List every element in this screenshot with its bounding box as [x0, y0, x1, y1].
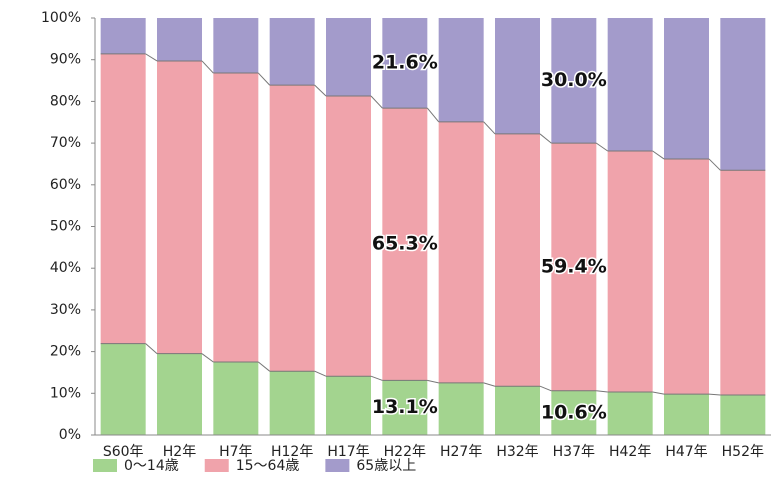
connector-line [257, 72, 271, 86]
legend-swatch [325, 459, 350, 472]
bar-segment [269, 85, 315, 372]
bar-segment [551, 143, 597, 391]
y-tick-label: 70% [50, 135, 81, 151]
y-tick-label: 90% [50, 52, 81, 68]
bar-segment [664, 158, 709, 395]
connector-line [201, 353, 214, 363]
bar-segment [495, 18, 540, 134]
connector-line [652, 150, 665, 160]
connector-line [483, 121, 496, 135]
connector-line [426, 107, 440, 123]
bar-segment [157, 60, 202, 354]
legend-swatch [93, 459, 117, 472]
connector-line [370, 375, 383, 381]
bar-segment [213, 18, 259, 74]
x-tick-label: H12年 [271, 444, 313, 460]
y-tick-label: 100% [41, 10, 81, 26]
x-tick-label: H22年 [384, 444, 426, 460]
x-tick-label: S60年 [103, 444, 144, 460]
bar-segment [213, 73, 259, 363]
value-label: 30.0% [541, 69, 607, 91]
bar-segment [269, 371, 315, 435]
bar-segment [438, 382, 484, 435]
bar-segment [664, 394, 709, 435]
y-tick-label: 10% [50, 385, 81, 401]
connector-line [539, 133, 552, 144]
value-label: 21.6% [372, 52, 438, 74]
x-tick-label: H17年 [327, 444, 369, 460]
connector-line [483, 382, 496, 387]
x-tick-label: H37年 [553, 444, 595, 460]
y-tick-label: 0% [59, 427, 81, 443]
x-tick-label: H52年 [722, 444, 764, 460]
connector-line [596, 142, 608, 152]
bar-segment [100, 53, 146, 344]
bar-segment [720, 394, 766, 435]
connector-line [652, 391, 665, 395]
x-tick-label: H7年 [219, 444, 252, 460]
bar-segment [382, 380, 428, 435]
legend-label: 0～14歳 [124, 458, 179, 474]
connector-line [258, 361, 270, 372]
bar-segment [269, 18, 315, 86]
x-tick-label: H47年 [665, 444, 707, 460]
bar-segment [607, 392, 653, 435]
connector-line [708, 158, 721, 171]
bar-segment [382, 108, 428, 381]
bar-segment [157, 18, 202, 61]
bar-segment [495, 386, 540, 435]
legend-swatch [204, 459, 229, 472]
bar-segment [664, 18, 709, 159]
legend-label: 65歳以上 [356, 458, 416, 474]
connector-line [539, 385, 552, 392]
bar-segment [607, 151, 653, 393]
bar-segment [438, 18, 484, 122]
x-tick-label: H27年 [440, 444, 482, 460]
bar-segment [213, 362, 259, 435]
bar-segment [326, 95, 371, 377]
y-tick-label: 40% [50, 260, 81, 276]
bar-segment [720, 170, 766, 395]
bar-segment [100, 18, 146, 54]
connector-line [145, 343, 158, 355]
y-tick-label: 50% [50, 219, 81, 235]
connector-line [145, 53, 158, 62]
x-tick-label: H2年 [163, 444, 196, 460]
y-tick-label: 30% [50, 302, 81, 318]
bar-segment [157, 353, 202, 435]
bar-segment [438, 121, 484, 383]
connector-line [370, 95, 383, 109]
bar-segment [326, 376, 371, 435]
connector-line [201, 60, 214, 74]
bar-segment [607, 18, 653, 152]
connector-line [708, 393, 721, 396]
bar-segment [720, 18, 766, 171]
value-label: 10.6% [541, 401, 607, 423]
bar-segment [495, 133, 540, 387]
bar-segment [100, 343, 146, 435]
legend-label: 15～64歳 [236, 458, 300, 474]
connector-line [596, 390, 608, 393]
value-label: 13.1% [372, 396, 438, 418]
connector-line [427, 379, 439, 384]
bar-segment [326, 18, 371, 96]
x-tick-label: H32年 [496, 444, 538, 460]
y-tick-label: 80% [50, 93, 81, 109]
bar-segment [382, 18, 428, 109]
value-label: 65.3% [372, 233, 438, 255]
value-label: 59.4% [541, 255, 607, 277]
bar-segment [551, 18, 597, 144]
y-tick-label: 20% [50, 344, 81, 360]
y-tick-label: 60% [50, 177, 81, 193]
connector-line [314, 370, 327, 377]
x-tick-label: H42年 [609, 444, 651, 460]
connector-line [314, 84, 327, 97]
bar-segment [551, 390, 597, 435]
